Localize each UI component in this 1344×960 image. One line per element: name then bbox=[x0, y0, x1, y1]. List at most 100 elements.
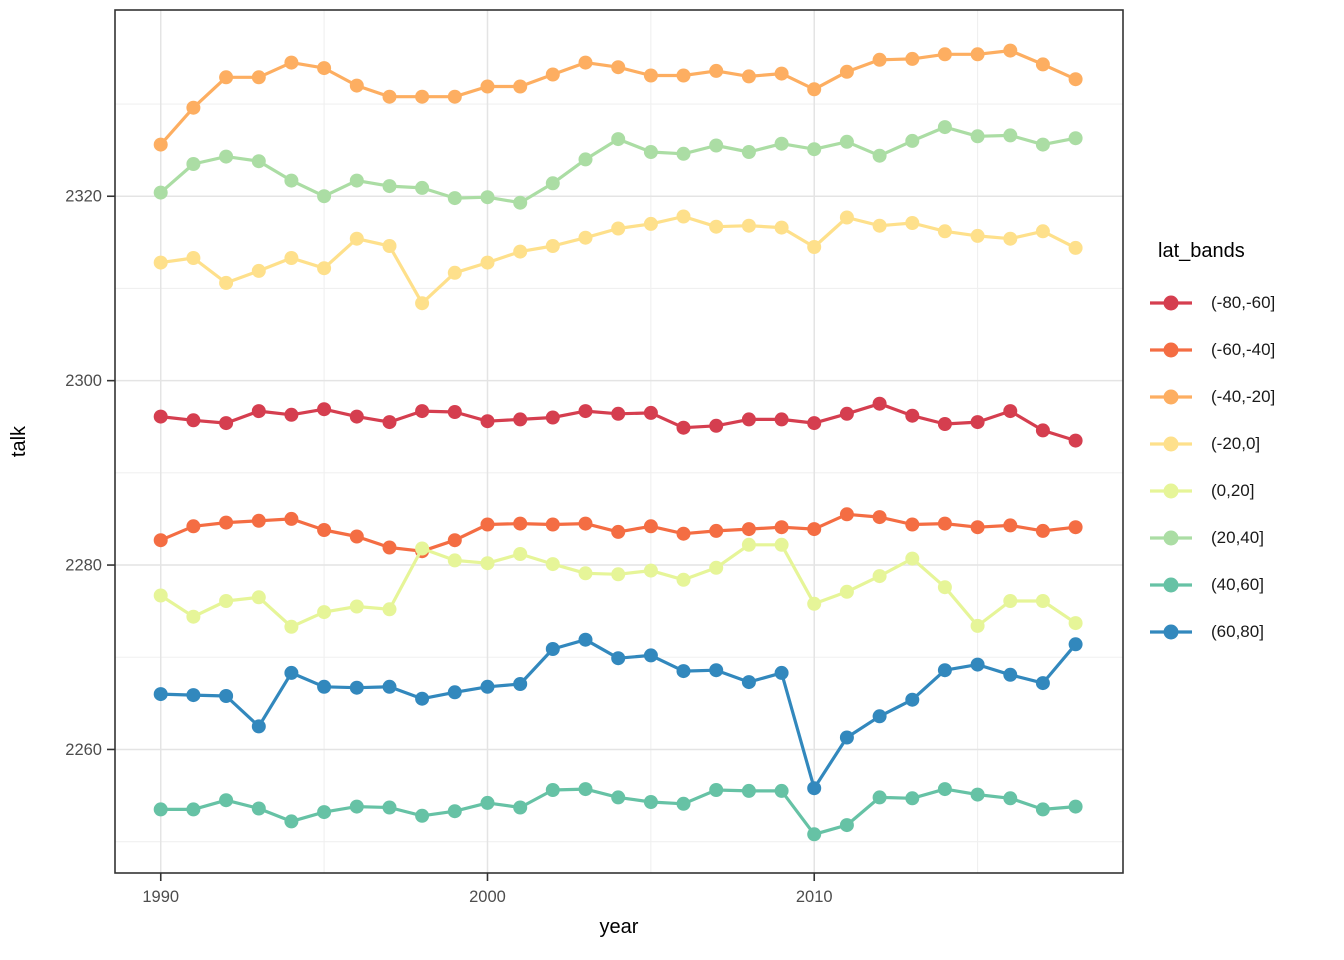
data-point bbox=[774, 136, 789, 151]
data-point bbox=[219, 515, 234, 530]
legend-item: (40,60] bbox=[1148, 561, 1275, 608]
data-point bbox=[741, 145, 756, 159]
data-point bbox=[545, 410, 560, 425]
data-point bbox=[578, 516, 593, 531]
data-point bbox=[839, 730, 854, 745]
data-point bbox=[219, 70, 234, 85]
data-point bbox=[284, 814, 299, 829]
legend-key-point bbox=[1163, 436, 1179, 451]
x-axis-title: year bbox=[599, 916, 639, 938]
data-point bbox=[578, 632, 593, 647]
data-point bbox=[1068, 616, 1083, 631]
data-point bbox=[447, 804, 462, 819]
legend-item-label: (-80,-60] bbox=[1211, 292, 1276, 312]
data-point bbox=[219, 594, 234, 608]
data-point bbox=[1068, 799, 1083, 814]
legend-key-icon bbox=[1150, 577, 1192, 592]
data-point bbox=[676, 526, 691, 541]
series-(60,80] bbox=[153, 632, 1083, 796]
data-point bbox=[937, 120, 952, 135]
legend: lat_bands (-80,-60] (-60,-40] (-40,-20] (-2… bbox=[1148, 240, 1275, 655]
data-point bbox=[415, 296, 430, 311]
data-point bbox=[447, 191, 462, 206]
legend-item-label: (-40,-20] bbox=[1211, 386, 1276, 406]
data-point bbox=[774, 665, 789, 680]
data-point bbox=[251, 719, 266, 734]
legend-item-label: (0,20] bbox=[1211, 480, 1255, 500]
data-point bbox=[317, 805, 332, 820]
data-point bbox=[513, 800, 528, 815]
legend-key-point bbox=[1163, 295, 1179, 310]
data-point bbox=[153, 533, 168, 548]
data-point bbox=[774, 412, 789, 427]
data-point bbox=[186, 802, 201, 817]
data-point bbox=[1068, 240, 1083, 255]
data-point bbox=[709, 219, 724, 234]
data-point bbox=[1035, 523, 1050, 538]
data-point bbox=[905, 551, 920, 566]
legend-key-icon bbox=[1150, 342, 1192, 357]
data-point bbox=[611, 651, 626, 666]
data-point bbox=[186, 688, 201, 703]
y-tick-label: 2300 bbox=[65, 372, 102, 390]
data-point bbox=[611, 132, 626, 147]
data-point bbox=[153, 802, 168, 817]
legend-key-point bbox=[1163, 342, 1179, 357]
data-point bbox=[807, 827, 822, 842]
series-(-80,-60] bbox=[153, 396, 1083, 448]
data-point bbox=[251, 154, 266, 169]
data-point bbox=[382, 800, 397, 815]
data-point bbox=[709, 418, 724, 433]
data-point bbox=[709, 523, 724, 538]
data-point bbox=[578, 782, 593, 797]
data-point bbox=[153, 588, 168, 603]
series-(0,20] bbox=[153, 537, 1083, 634]
data-point bbox=[905, 408, 920, 423]
data-point bbox=[1003, 518, 1018, 533]
axis-ticks: 1990 2000 2010 2260 2280 2300 2320 bbox=[65, 188, 832, 906]
data-point bbox=[447, 89, 462, 104]
data-point bbox=[251, 263, 266, 278]
x-tick-label: 2000 bbox=[469, 888, 506, 906]
data-point bbox=[970, 618, 985, 633]
data-point bbox=[970, 228, 985, 243]
data-point bbox=[186, 609, 201, 624]
data-point bbox=[905, 517, 920, 532]
data-point bbox=[349, 529, 364, 544]
data-point bbox=[480, 556, 495, 571]
data-point bbox=[382, 239, 397, 253]
data-point bbox=[937, 782, 952, 797]
data-point bbox=[284, 251, 299, 265]
data-point bbox=[447, 533, 462, 548]
data-point bbox=[382, 602, 397, 617]
legend-item-label: (20,40] bbox=[1211, 527, 1264, 547]
data-point bbox=[382, 179, 397, 194]
data-point bbox=[480, 414, 495, 429]
data-point bbox=[382, 89, 397, 104]
data-point bbox=[1068, 72, 1083, 87]
data-point bbox=[219, 416, 234, 431]
data-point bbox=[676, 420, 691, 435]
data-point bbox=[1003, 594, 1018, 608]
data-point bbox=[807, 142, 822, 157]
series-(40,60] bbox=[153, 782, 1083, 842]
data-point bbox=[1035, 57, 1050, 72]
data-point bbox=[480, 255, 495, 270]
data-point bbox=[839, 818, 854, 833]
data-point bbox=[480, 679, 495, 694]
data-point bbox=[382, 540, 397, 555]
data-point bbox=[1035, 224, 1050, 239]
data-point bbox=[349, 409, 364, 424]
data-point bbox=[153, 185, 168, 200]
data-point bbox=[513, 195, 528, 210]
x-tick-label: 2010 bbox=[796, 888, 833, 906]
data-point bbox=[676, 209, 691, 224]
data-point bbox=[1068, 637, 1083, 652]
legend-key-point bbox=[1163, 483, 1179, 498]
data-point bbox=[1003, 43, 1018, 58]
data-point bbox=[349, 680, 364, 695]
data-point bbox=[872, 396, 887, 411]
data-point bbox=[643, 145, 658, 159]
legend-item: (-20,0] bbox=[1148, 420, 1275, 467]
